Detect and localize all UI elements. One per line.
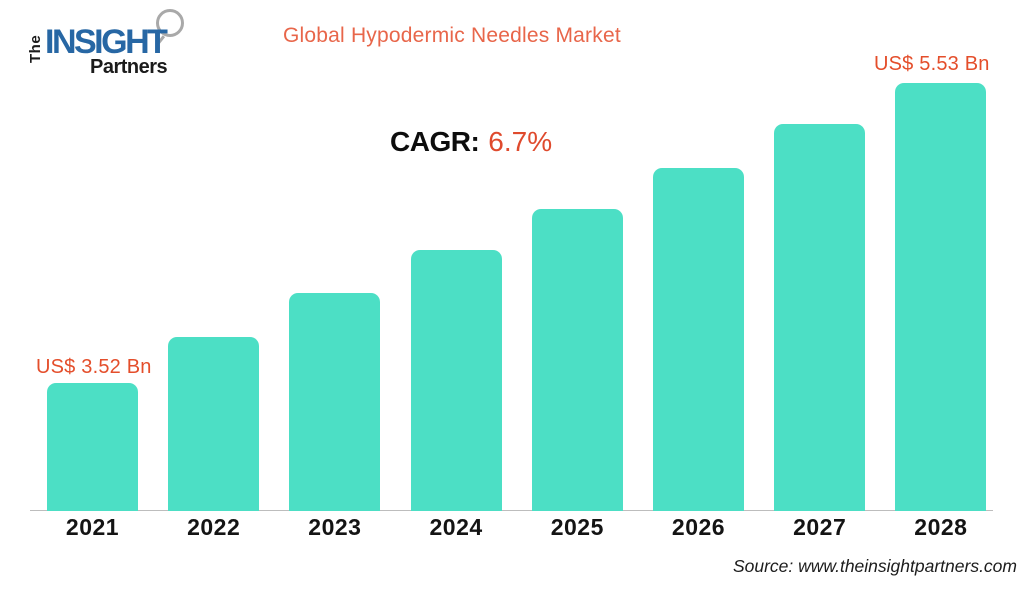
source-text: Source: www.theinsightpartners.com bbox=[732, 556, 1017, 576]
x-axis-label-2021: 2021 bbox=[65, 514, 120, 540]
value-label-2028: US$ 5.53 Bn bbox=[874, 53, 990, 75]
bar-2027 bbox=[774, 124, 866, 511]
x-axis-label-2024: 2024 bbox=[429, 514, 483, 540]
cagr-annotation: CAGR: 6.7% bbox=[390, 128, 552, 156]
bar-2021 bbox=[47, 383, 138, 511]
logo-text-partners: Partners bbox=[90, 56, 168, 78]
insight-partners-logo: The INSIGHT Partners bbox=[27, 9, 188, 77]
x-axis-label-2022: 2022 bbox=[187, 514, 241, 540]
x-axis-label-2023: 2023 bbox=[308, 514, 362, 540]
bar-2023 bbox=[289, 293, 381, 511]
x-axis-label-2028: 2028 bbox=[914, 514, 968, 540]
bar-2022 bbox=[168, 337, 260, 511]
x-axis-label-2027: 2027 bbox=[793, 514, 847, 540]
chart-title: Global Hypodermic Needles Market bbox=[283, 24, 621, 47]
x-axis-line bbox=[30, 510, 993, 511]
value-label-2021: US$ 3.52 Bn bbox=[36, 356, 152, 378]
logo-text-insight: INSIGHT bbox=[45, 23, 168, 61]
bar-2025 bbox=[531, 209, 623, 511]
x-axis-label-2025: 2025 bbox=[550, 514, 604, 540]
x-axis-label-2026: 2026 bbox=[671, 514, 726, 540]
magnifier-icon bbox=[156, 9, 184, 37]
cagr-label: CAGR: bbox=[390, 126, 480, 157]
bar-2024 bbox=[410, 250, 502, 511]
bar-2026 bbox=[653, 168, 744, 511]
cagr-value: 6.7% bbox=[488, 126, 553, 157]
bar-2028 bbox=[895, 83, 987, 511]
